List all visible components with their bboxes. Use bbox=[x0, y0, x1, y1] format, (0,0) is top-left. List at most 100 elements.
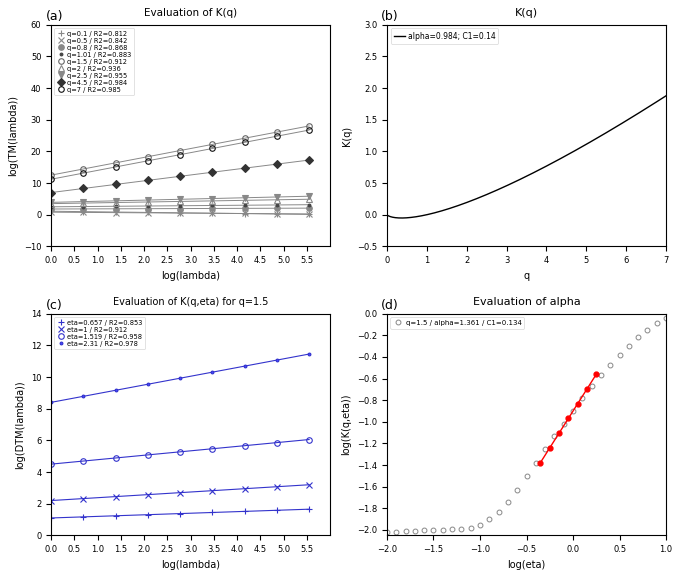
q=1.01 / R2=0.883 bbox=[305, 201, 313, 208]
q=0.1 / R2=0.812 bbox=[79, 208, 87, 215]
Text: (c): (c) bbox=[46, 299, 62, 312]
alpha=0.984; C1=0.14 bbox=[535, 166, 543, 173]
eta=1 / R2=0.912 bbox=[79, 495, 87, 502]
Line: q=0.5 / R2=0.842: q=0.5 / R2=0.842 bbox=[48, 209, 312, 217]
q=0.8 / R2=0.868 bbox=[240, 205, 249, 212]
q=1.5 / R2=0.912 bbox=[47, 172, 55, 179]
q=0.5 / R2=0.842 bbox=[208, 210, 217, 217]
eta=1.519 / R2=0.958 bbox=[47, 461, 55, 468]
eta=1.519 / R2=0.958 bbox=[144, 451, 152, 458]
q=0.8 / R2=0.868 bbox=[176, 205, 185, 212]
q=2.5 / R2=0.955 bbox=[47, 199, 55, 206]
eta=1.519 / R2=0.958 bbox=[305, 436, 313, 443]
q=4.5 / R2=0.984 bbox=[305, 157, 313, 164]
q=4.5 / R2=0.984 bbox=[208, 169, 217, 176]
eta=1 / R2=0.912 bbox=[208, 487, 217, 494]
eta=1.519 / R2=0.958 bbox=[112, 454, 120, 461]
eta=2.31 / R2=0.978 bbox=[305, 351, 313, 358]
q=4.5 / R2=0.984 bbox=[240, 165, 249, 172]
X-axis label: log(lambda): log(lambda) bbox=[161, 271, 220, 281]
Text: (a): (a) bbox=[46, 10, 63, 23]
Title: Evaluation of K(q): Evaluation of K(q) bbox=[144, 8, 237, 18]
q=0.8 / R2=0.868 bbox=[208, 205, 217, 212]
eta=0.657 / R2=0.853 bbox=[47, 514, 55, 521]
q=1.01 / R2=0.883 bbox=[79, 203, 87, 210]
Line: q=0.1 / R2=0.812: q=0.1 / R2=0.812 bbox=[48, 209, 312, 217]
alpha=0.984; C1=0.14 bbox=[656, 96, 664, 103]
eta=0.657 / R2=0.853 bbox=[144, 511, 152, 518]
eta=0.657 / R2=0.853 bbox=[305, 506, 313, 513]
q=0.5 / R2=0.842 bbox=[273, 210, 281, 217]
q=1.01 / R2=0.883 bbox=[176, 202, 185, 209]
Line: q=1.5 / R2=0.912: q=1.5 / R2=0.912 bbox=[48, 123, 312, 178]
q=2.5 / R2=0.955 bbox=[240, 194, 249, 201]
q=7 / R2=0.985 bbox=[305, 127, 313, 134]
q=2.5 / R2=0.955 bbox=[144, 197, 152, 203]
q=2 / R2=0.936 bbox=[273, 197, 281, 203]
eta=2.31 / R2=0.978 bbox=[240, 362, 249, 369]
q=1.01 / R2=0.883 bbox=[208, 202, 217, 209]
q=0.1 / R2=0.812 bbox=[176, 209, 185, 216]
q=4.5 / R2=0.984 bbox=[273, 161, 281, 168]
Line: q=2.5 / R2=0.955: q=2.5 / R2=0.955 bbox=[48, 194, 312, 205]
Line: q=0.8 / R2=0.868: q=0.8 / R2=0.868 bbox=[48, 205, 312, 212]
Line: eta=0.657 / R2=0.853: eta=0.657 / R2=0.853 bbox=[48, 506, 312, 521]
q=1.5 / R2=0.912 bbox=[240, 135, 249, 142]
eta=0.657 / R2=0.853 bbox=[176, 510, 185, 517]
q=2.5 / R2=0.955 bbox=[176, 196, 185, 203]
Line: eta=2.31 / R2=0.978: eta=2.31 / R2=0.978 bbox=[48, 351, 312, 405]
q=7 / R2=0.985 bbox=[47, 176, 55, 183]
q=0.8 / R2=0.868 bbox=[273, 205, 281, 212]
q=7 / R2=0.985 bbox=[79, 169, 87, 176]
Y-axis label: log(DTM(lambda)): log(DTM(lambda)) bbox=[16, 380, 25, 469]
q=2.5 / R2=0.955 bbox=[305, 192, 313, 199]
q=0.8 / R2=0.868 bbox=[79, 205, 87, 212]
q=2.5 / R2=0.955 bbox=[208, 195, 217, 202]
eta=1 / R2=0.912 bbox=[176, 489, 185, 496]
Legend: alpha=0.984; C1=0.14: alpha=0.984; C1=0.14 bbox=[391, 28, 498, 43]
q=2 / R2=0.936 bbox=[176, 198, 185, 205]
alpha=0.984; C1=0.14 bbox=[518, 175, 526, 182]
eta=0.657 / R2=0.853 bbox=[208, 509, 217, 516]
q=2 / R2=0.936 bbox=[240, 197, 249, 204]
Line: q=1.01 / R2=0.883: q=1.01 / R2=0.883 bbox=[48, 202, 312, 210]
q=4.5 / R2=0.984 bbox=[176, 173, 185, 180]
q=0.1 / R2=0.812 bbox=[208, 210, 217, 217]
q=4.5 / R2=0.984 bbox=[112, 181, 120, 188]
Line: q=2 / R2=0.936: q=2 / R2=0.936 bbox=[48, 197, 312, 206]
q=1.5 / R2=0.912 bbox=[176, 147, 185, 154]
Line: q=4.5 / R2=0.984: q=4.5 / R2=0.984 bbox=[48, 157, 312, 195]
eta=0.657 / R2=0.853 bbox=[240, 508, 249, 515]
eta=1 / R2=0.912 bbox=[112, 493, 120, 500]
eta=1.519 / R2=0.958 bbox=[176, 449, 185, 455]
Y-axis label: log(K(q,eta)): log(K(q,eta)) bbox=[341, 394, 351, 455]
eta=2.31 / R2=0.978 bbox=[273, 357, 281, 364]
eta=0.657 / R2=0.853 bbox=[273, 507, 281, 514]
alpha=0.984; C1=0.14 bbox=[550, 159, 558, 166]
q=0.8 / R2=0.868 bbox=[305, 205, 313, 212]
q=0.1 / R2=0.812 bbox=[273, 210, 281, 217]
q=2 / R2=0.936 bbox=[112, 199, 120, 206]
q=7 / R2=0.985 bbox=[144, 157, 152, 164]
Text: (d): (d) bbox=[381, 299, 399, 312]
Title: Evaluation of K(q,eta) for q=1.5: Evaluation of K(q,eta) for q=1.5 bbox=[113, 297, 268, 307]
q=0.5 / R2=0.842 bbox=[47, 209, 55, 216]
q=1.01 / R2=0.883 bbox=[112, 203, 120, 210]
Line: alpha=0.984; C1=0.14: alpha=0.984; C1=0.14 bbox=[387, 96, 666, 218]
q=7 / R2=0.985 bbox=[208, 145, 217, 152]
eta=1 / R2=0.912 bbox=[273, 483, 281, 490]
eta=2.31 / R2=0.978 bbox=[144, 381, 152, 388]
q=0.1 / R2=0.812 bbox=[144, 209, 152, 216]
Y-axis label: log(TM(lambda)): log(TM(lambda)) bbox=[8, 95, 18, 176]
q=0.1 / R2=0.812 bbox=[305, 211, 313, 218]
Line: eta=1 / R2=0.912: eta=1 / R2=0.912 bbox=[48, 482, 312, 503]
q=1.5 / R2=0.912 bbox=[112, 160, 120, 166]
q=2 / R2=0.936 bbox=[47, 200, 55, 207]
Legend: q=0.1 / R2=0.812, q=0.5 / R2=0.842, q=0.8 / R2=0.868, q=1.01 / R2=0.883, q=1.5 /: q=0.1 / R2=0.812, q=0.5 / R2=0.842, q=0.… bbox=[54, 28, 134, 95]
Title: Evaluation of alpha: Evaluation of alpha bbox=[473, 297, 580, 307]
Line: q=7 / R2=0.985: q=7 / R2=0.985 bbox=[48, 127, 312, 182]
alpha=0.984; C1=0.14 bbox=[662, 92, 670, 99]
X-axis label: q: q bbox=[524, 271, 530, 281]
X-axis label: log(eta): log(eta) bbox=[507, 560, 545, 570]
q=0.8 / R2=0.868 bbox=[47, 206, 55, 213]
